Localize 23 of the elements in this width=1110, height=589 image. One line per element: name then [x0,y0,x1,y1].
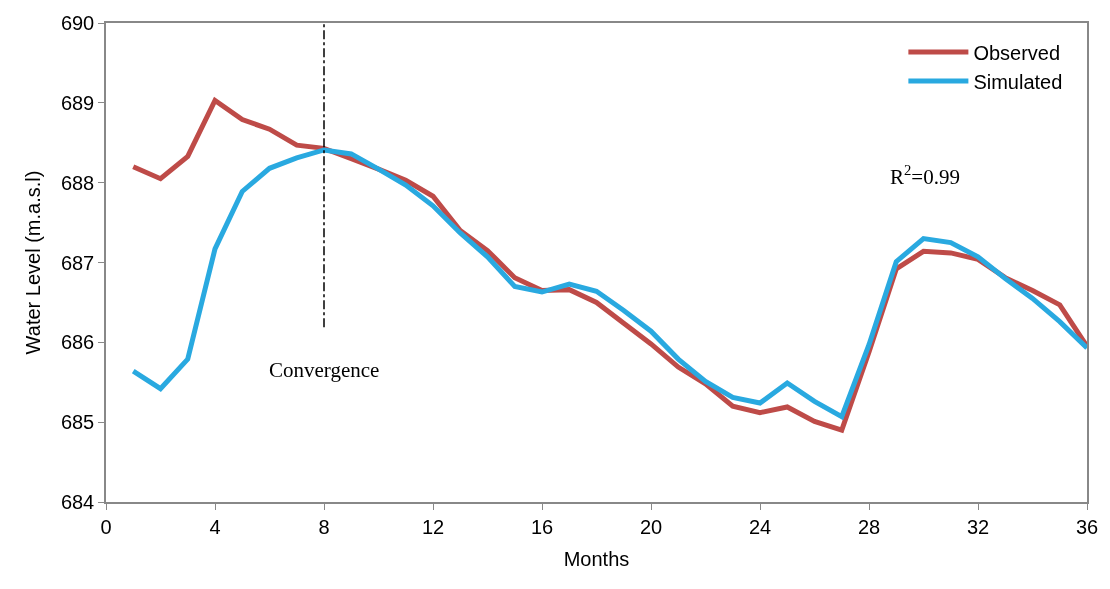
x-tick-label: 16 [530,515,554,538]
y-tick-label: 685 [60,411,95,434]
annotation: Convergence [269,358,380,382]
x-tick-label: 32 [966,515,990,538]
y-tick-label: 690 [60,12,95,34]
y-tick-label: 688 [60,171,95,194]
x-tick-label: 8 [318,515,330,538]
y-tick-label: 689 [60,91,95,114]
legend-label: Observed [973,41,1061,64]
y-tick-label: 687 [60,251,95,274]
annotation: R$^{2}$=0.99 [890,162,960,189]
x-tick-label: 20 [639,515,663,538]
legend-label: Simulated [973,70,1063,93]
x-tick-label: 24 [748,515,772,538]
x-tick-label: 36 [1075,515,1099,538]
y-tick-label: 686 [60,331,95,354]
y-axis-title: Water Level (m.a.s.l) [21,170,44,355]
x-tick-label: 12 [421,515,445,538]
x-tick-label: 28 [857,515,881,538]
x-tick-label: 4 [209,515,221,538]
x-tick-label: 0 [100,515,112,538]
y-tick-label: 684 [60,491,95,513]
x-axis-title: Months [563,547,630,570]
